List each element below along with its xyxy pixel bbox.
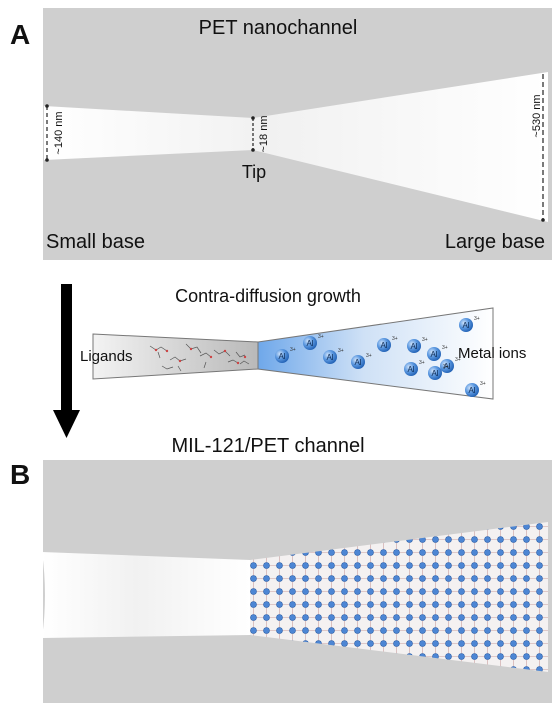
al-ion (465, 383, 479, 397)
ligand-molecules (149, 343, 250, 372)
al-ion-symbol: Al (326, 353, 333, 362)
al-ion-symbol: Al (468, 386, 475, 395)
al-ion (427, 347, 441, 361)
al-ion-symbol: Al (407, 365, 414, 374)
dim-large-label: ~530 nm (531, 94, 543, 137)
al-ion-charge: 3+ (480, 381, 486, 387)
al-ion (323, 350, 337, 364)
ligands-label: Ligands (80, 348, 133, 365)
dim-small-label: ~140 nm (53, 111, 65, 154)
al-ion-symbol: Al (462, 321, 469, 330)
al-ion-charge: 3+ (318, 334, 324, 340)
al-ion (404, 362, 418, 376)
panel-a-letter: A (10, 19, 30, 50)
panel-a-title: PET nanochannel (199, 17, 358, 39)
panel-a: A PET nanochannel ~140 nm ~18 nm ~530 nm… (10, 8, 552, 260)
al-ion-symbol: Al (354, 358, 361, 367)
al-ion-symbol: Al (306, 339, 313, 348)
al-ion (459, 318, 473, 332)
panel-b: MIL-121/PET channel B (10, 435, 552, 703)
al-ion-charge: 3+ (366, 353, 372, 359)
al-ion (440, 359, 454, 373)
al-ion (428, 366, 442, 380)
panel-b-letter: B (10, 459, 30, 490)
process-arrow (53, 284, 80, 438)
metal-ions: Al3+Al3+Al3+Al3+Al3+Al3+Al3+Al3+Al3+Al3+… (275, 316, 486, 397)
tip-label: Tip (242, 162, 266, 182)
panel-b-title: MIL-121/PET channel (171, 435, 364, 457)
large-base-label: Large base (445, 231, 545, 253)
dim-tip-label: ~18 nm (258, 116, 270, 153)
al-ion-symbol: Al (380, 341, 387, 350)
al-ion (377, 338, 391, 352)
al-ion-symbol: Al (430, 350, 437, 359)
al-ion-charge: 3+ (338, 348, 344, 354)
al-ion (303, 336, 317, 350)
al-ion-symbol: Al (410, 342, 417, 351)
metal-ions-label: Metal ions (458, 345, 526, 362)
al-ion-charge: 3+ (290, 347, 296, 353)
ligand-atoms (154, 347, 247, 365)
al-ion-charge: 3+ (419, 360, 425, 366)
al-ion-charge: 3+ (455, 357, 461, 363)
panel-b-channel (42, 552, 250, 638)
al-ion-symbol: Al (278, 352, 285, 361)
al-ion (275, 349, 289, 363)
al-ion (407, 339, 421, 353)
process-schematic: Contra-diffusion growth Al3+Al3+Al3+Al3+… (80, 286, 526, 400)
al-ion-charge: 3+ (443, 364, 449, 370)
al-ion-charge: 3+ (392, 336, 398, 342)
mof-filling (250, 522, 548, 672)
al-ion-charge: 3+ (442, 345, 448, 351)
process-title: Contra-diffusion growth (175, 286, 361, 306)
al-ion-symbol: Al (443, 362, 450, 371)
panel-a-channel (44, 72, 548, 222)
al-ion-charge: 3+ (422, 337, 428, 343)
al-ion-symbol: Al (431, 369, 438, 378)
small-base-label: Small base (46, 231, 145, 253)
al-ion-charge: 3+ (474, 316, 480, 322)
al-ion (351, 355, 365, 369)
